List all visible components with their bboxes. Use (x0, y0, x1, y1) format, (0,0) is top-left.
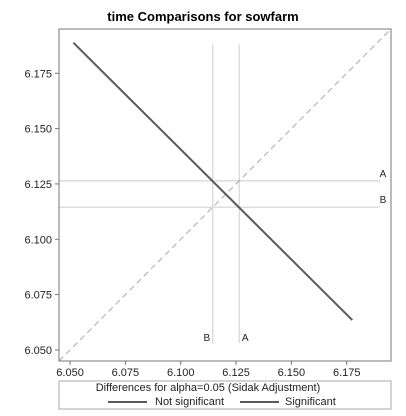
comparison-line-0 (72, 42, 353, 321)
x-tick-label: 6.075 (112, 367, 140, 379)
chart-title: time Comparisons for sowfarm (107, 9, 298, 24)
x-tick-label: 6.125 (222, 367, 250, 379)
reference-diagonal (58, 28, 392, 362)
mean-label-right-a: A (380, 169, 387, 180)
y-tick-label: 6.150 (24, 124, 52, 136)
mean-label-bottom-a: A (242, 333, 249, 344)
legend-label-not-significant: Not significant (155, 396, 224, 408)
x-tick-label: 6.150 (278, 367, 306, 379)
legend: Differences for alpha=0.05 (Sidak Adjust… (58, 380, 392, 410)
plot-area: A A B B 6.050 6.075 6.100 6.125 6.150 6.175 6.050 6… (24, 28, 392, 379)
plot-frame (58, 28, 392, 362)
legend-title: Differences for alpha=0.05 (Sidak Adjust… (96, 382, 321, 394)
x-tick-label: 6.050 (56, 367, 84, 379)
legend-label-significant: Significant (285, 396, 336, 408)
x-tick-label: 6.100 (167, 367, 195, 379)
legend-box (58, 380, 392, 410)
mean-label-right-b: B (380, 195, 387, 206)
mean-label-bottom-b: B (203, 333, 210, 344)
y-tick-label: 6.075 (24, 290, 52, 302)
y-tick-label: 6.100 (24, 234, 52, 246)
y-tick-label: 6.175 (24, 68, 52, 80)
y-tick-label: 6.050 (24, 345, 52, 357)
y-tick-label: 6.125 (24, 179, 52, 191)
x-tick-label: 6.175 (333, 367, 361, 379)
